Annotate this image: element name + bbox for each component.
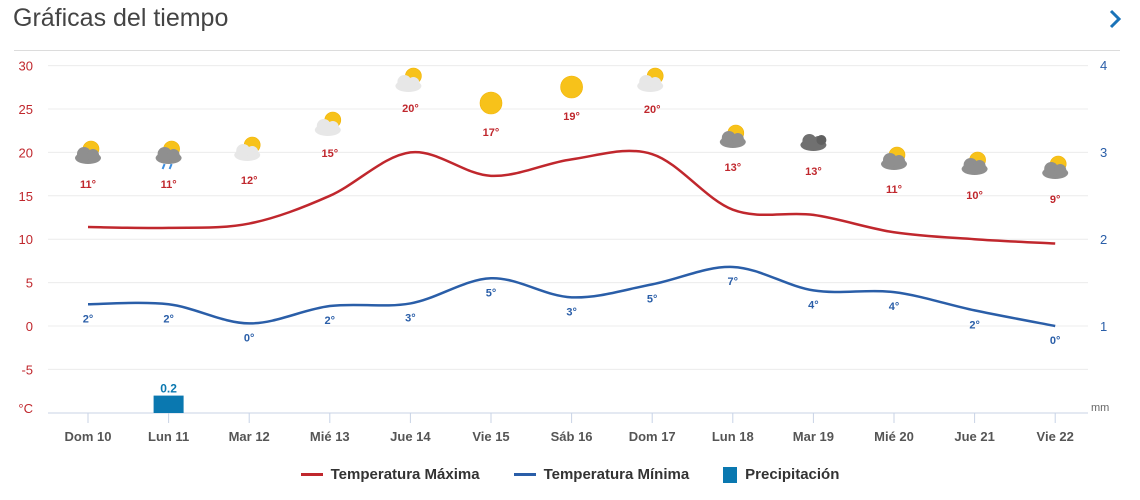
x-label: Mar 12	[229, 429, 270, 444]
sun-cloud-gray-icon	[75, 140, 101, 164]
legend-min-label: Temperatura Mínima	[543, 466, 690, 483]
y-right-unit: mm	[1091, 402, 1109, 414]
y-left-tick: 10	[19, 232, 33, 247]
y-right-tick: 1	[1100, 319, 1107, 334]
x-label: Dom 17	[629, 429, 676, 444]
max-temp-line[interactable]	[87, 149, 1056, 245]
x-label: Dom 10	[65, 429, 112, 444]
x-label: Jue 14	[390, 429, 431, 444]
sun-cloud-gray-icon	[881, 146, 907, 170]
legend-item-min[interactable]: Temperatura Mínima	[513, 466, 690, 483]
dark-cloud-icon	[800, 134, 827, 151]
max-temp-label: 19°	[563, 111, 580, 123]
precip-swatch	[723, 466, 738, 483]
legend-item-max[interactable]: Temperatura Máxima	[300, 466, 480, 483]
min-temp-label: 2°	[325, 315, 336, 327]
max-temp-label: 10°	[966, 190, 983, 202]
precip-bar[interactable]	[153, 395, 184, 413]
sun-icon	[560, 75, 583, 99]
legend-item-precip[interactable]: Precipitación	[723, 466, 839, 483]
max-temp-label: 17°	[483, 127, 500, 139]
min-temp-label: 3°	[566, 306, 577, 318]
legend-precip-label: Precipitación	[745, 466, 840, 483]
y-left-unit: °C	[18, 401, 33, 416]
min-temp-label: 2°	[969, 319, 980, 331]
sun-cloud-rain-icon	[155, 140, 182, 170]
min-temp-label: 0°	[244, 332, 255, 344]
header-divider	[14, 50, 1120, 51]
y-left-tick: 5	[26, 276, 33, 291]
sun-cloud-light-icon	[314, 111, 342, 136]
x-label: Jue 21	[954, 429, 994, 444]
max-temp-label: 20°	[644, 104, 661, 116]
min-temp-label: 4°	[889, 301, 900, 313]
sun-cloud-gray-icon	[719, 124, 746, 148]
chevron-right-icon[interactable]	[1104, 6, 1126, 32]
max-temp-label: 11°	[161, 179, 177, 191]
y-right-tick: 4	[1100, 58, 1107, 73]
min-temp-label: 3°	[405, 312, 416, 324]
min-temp-label: 2°	[163, 313, 174, 325]
max-temp-label: 13°	[805, 166, 822, 178]
min-temp-label: 0°	[1050, 335, 1061, 347]
x-label: Vie 22	[1037, 429, 1074, 444]
min-temp-label: 7°	[728, 276, 739, 288]
precip-label: 0.2	[160, 382, 177, 396]
x-label: Lun 11	[148, 429, 189, 444]
sun-cloud-light-icon	[395, 67, 422, 92]
y-left-tick: 30	[19, 59, 33, 74]
max-temp-label: 11°	[80, 179, 96, 191]
sun-cloud-light-icon	[637, 67, 664, 92]
sun-cloud-light-icon	[234, 136, 261, 161]
sun-cloud-gray-icon	[1042, 155, 1069, 179]
min-temp-label: 5°	[647, 293, 658, 305]
max-temp-label: 9°	[1050, 194, 1061, 206]
chart-legend: Temperatura Máxima Temperatura Mínima Pr…	[0, 466, 1140, 483]
x-label: Mié 20	[874, 429, 914, 444]
min-temp-line[interactable]	[87, 265, 1056, 328]
y-right-tick: 2	[1100, 232, 1107, 247]
y-left-tick: 0	[26, 319, 33, 334]
x-label: Vie 15	[472, 429, 509, 444]
max-temp-label: 12°	[241, 175, 258, 187]
max-temp-label: 15°	[321, 148, 338, 160]
max-swatch	[300, 473, 323, 476]
x-label: Mar 19	[793, 429, 834, 444]
y-left-tick: 15	[19, 189, 33, 204]
sun-icon	[479, 91, 503, 115]
min-temp-label: 2°	[83, 313, 94, 325]
x-label: Mié 13	[310, 429, 350, 444]
min-temp-label: 5°	[486, 287, 497, 299]
max-temp-label: 20°	[402, 103, 419, 115]
sun-cloud-gray-icon	[961, 151, 988, 175]
min-swatch	[513, 473, 536, 476]
max-temp-label: 13°	[724, 162, 741, 174]
max-temp-label: 11°	[886, 184, 902, 196]
x-label: Lun 18	[712, 429, 754, 444]
page-title: Gráficas del tiempo	[13, 4, 229, 32]
y-left-tick: -5	[21, 362, 33, 377]
y-left-tick: 25	[19, 102, 33, 117]
y-left-tick: 20	[19, 145, 33, 160]
legend-max-label: Temperatura Máxima	[330, 466, 480, 483]
weather-chart: 30 25 20 15 10 5 0 -5 °C 4 3 2 1 mm Dom 10 Lun 11 Mar 12…	[18, 58, 1109, 444]
x-label: Sáb 16	[551, 429, 593, 444]
y-right-tick: 3	[1100, 145, 1107, 160]
min-temp-label: 4°	[808, 299, 819, 311]
